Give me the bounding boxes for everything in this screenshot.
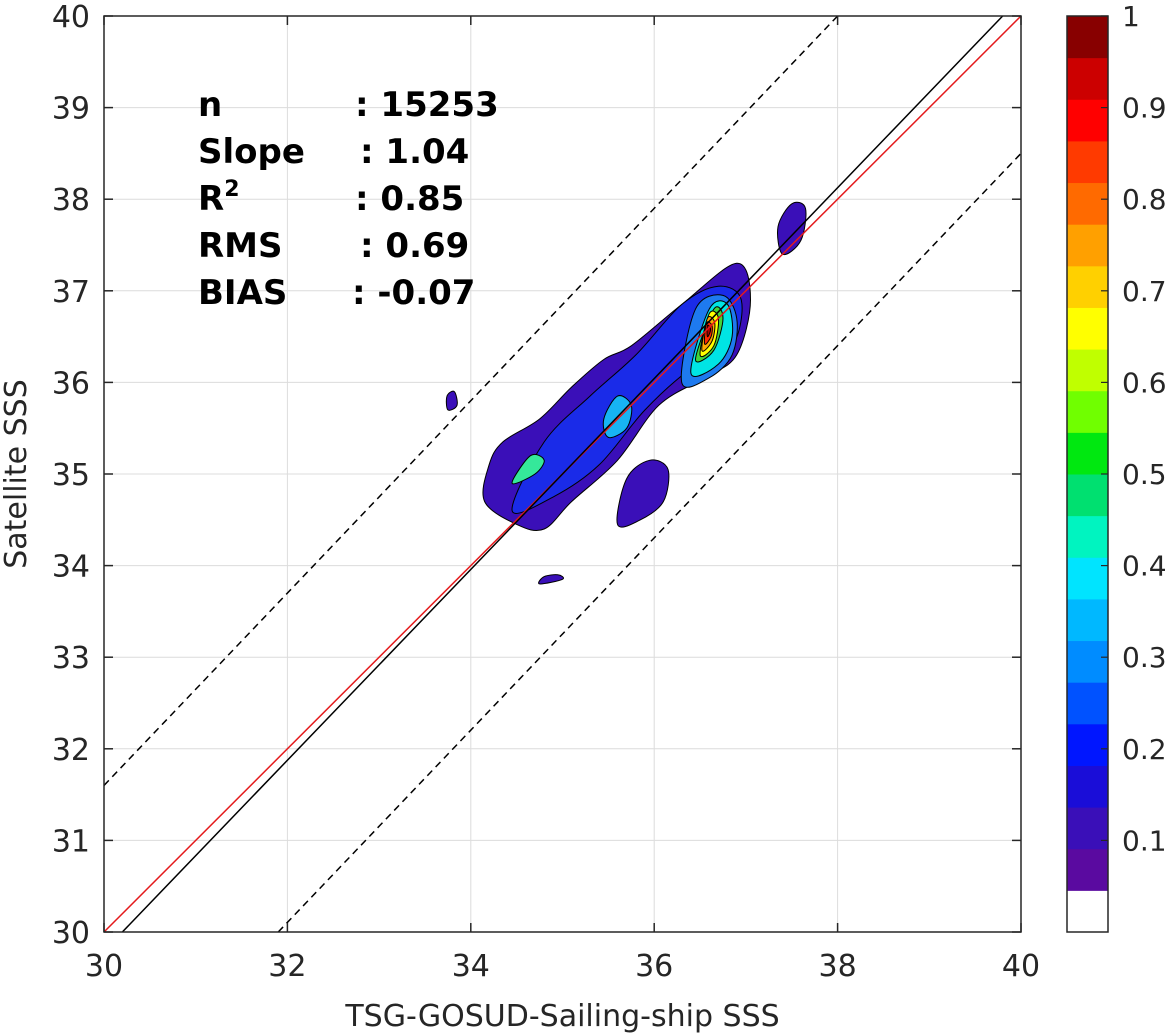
stat-name-rms: RMS bbox=[198, 226, 283, 266]
axis-ticks: 30 32 34 36 38 40 30 31 32 33 34 35 36 37 38 39 40 bbox=[52, 0, 1040, 984]
colorbar-segment bbox=[1067, 890, 1108, 933]
colorbar-segment bbox=[1067, 99, 1108, 142]
y-tick-label: 36 bbox=[52, 366, 90, 401]
colorbar-tick-label: 1 bbox=[1122, 0, 1140, 33]
colorbar-tick-label: 0.2 bbox=[1122, 733, 1167, 766]
x-tick-label: 34 bbox=[452, 949, 490, 984]
colorbar-segment bbox=[1067, 515, 1108, 558]
contour-region-3 bbox=[445, 390, 458, 411]
stat-name-slope: Slope bbox=[198, 132, 305, 172]
colorbar-segment bbox=[1067, 182, 1108, 225]
colorbar-tick-label: 0.9 bbox=[1122, 92, 1167, 125]
colorbar-segment bbox=[1067, 307, 1108, 350]
y-tick-label: 39 bbox=[52, 92, 90, 127]
stat-name-n: n bbox=[198, 85, 222, 125]
stat-value-n: : 15253 bbox=[355, 85, 499, 125]
x-tick-label: 38 bbox=[819, 949, 857, 984]
contour-plot bbox=[445, 201, 807, 585]
stat-value-rms: : 0.69 bbox=[360, 226, 469, 266]
colorbar-tick-label: 0.3 bbox=[1122, 641, 1167, 674]
stat-value-bias: : -0.07 bbox=[352, 273, 475, 313]
colorbar-tick-label: 0.6 bbox=[1122, 366, 1167, 399]
colorbar-segment bbox=[1067, 848, 1108, 891]
colorbar-segment bbox=[1067, 265, 1108, 308]
reference-lines bbox=[103, 15, 1022, 933]
colorbar-segment bbox=[1067, 723, 1108, 766]
stat-name-bias: BIAS bbox=[198, 273, 287, 313]
y-tick-label: 40 bbox=[52, 0, 90, 35]
contour-region-1 bbox=[616, 459, 670, 528]
colorbar-tick-label: 0.5 bbox=[1122, 458, 1167, 491]
colorbar-segment bbox=[1067, 16, 1108, 59]
regression-line bbox=[121, 15, 1004, 933]
y-tick-label: 32 bbox=[52, 733, 90, 768]
y-tick-label: 30 bbox=[52, 916, 90, 951]
x-tick-label: 30 bbox=[85, 949, 123, 984]
contour-region-2 bbox=[777, 201, 807, 256]
colorbar-segment bbox=[1067, 57, 1108, 100]
colorbar-segment bbox=[1067, 390, 1108, 433]
colorbar-segment bbox=[1067, 349, 1108, 392]
colorbar: 0.1 0.2 0.3 0.4 0.5 0.6 0.7 0.8 0.9 1 bbox=[1066, 0, 1167, 933]
y-tick-label: 31 bbox=[52, 824, 90, 859]
x-axis-label: TSG-GOSUD-Sailing-ship SSS bbox=[344, 999, 779, 1034]
colorbar-segment bbox=[1067, 765, 1108, 808]
colorbar-segment bbox=[1067, 807, 1108, 850]
colorbar-segment bbox=[1067, 474, 1108, 517]
contour-region-9 bbox=[511, 453, 545, 485]
y-tick-label: 38 bbox=[52, 183, 90, 218]
colorbar-tick-label: 0.8 bbox=[1122, 183, 1167, 216]
stat-name-r: R2 bbox=[198, 177, 240, 219]
colorbar-segment bbox=[1067, 140, 1108, 184]
lower-bound-line bbox=[277, 152, 1022, 933]
y-tick-label: 35 bbox=[52, 458, 90, 493]
stat-value-slope: : 1.04 bbox=[360, 132, 469, 172]
x-tick-label: 40 bbox=[1002, 949, 1040, 984]
y-axis-label: Satellite SSS bbox=[0, 379, 34, 569]
colorbar-segment bbox=[1067, 224, 1108, 267]
colorbar-segment bbox=[1067, 557, 1108, 600]
stat-value-r: : 0.85 bbox=[355, 179, 464, 219]
x-tick-label: 36 bbox=[635, 949, 673, 984]
contour-region-4 bbox=[538, 574, 565, 585]
colorbar-tick-label: 0.4 bbox=[1122, 550, 1167, 583]
y-tick-label: 33 bbox=[52, 641, 90, 676]
x-tick-label: 32 bbox=[268, 949, 306, 984]
y-tick-label: 34 bbox=[52, 550, 90, 585]
upper-bound-line bbox=[103, 15, 839, 786]
colorbar-segment bbox=[1067, 598, 1108, 642]
colorbar-tick-label: 0.7 bbox=[1122, 275, 1167, 308]
colorbar-segment bbox=[1067, 640, 1108, 683]
colorbar-segment bbox=[1067, 432, 1108, 475]
colorbar-tick-label: 0.1 bbox=[1122, 824, 1167, 857]
colorbar-segment bbox=[1067, 682, 1108, 725]
y-tick-label: 37 bbox=[52, 275, 90, 310]
